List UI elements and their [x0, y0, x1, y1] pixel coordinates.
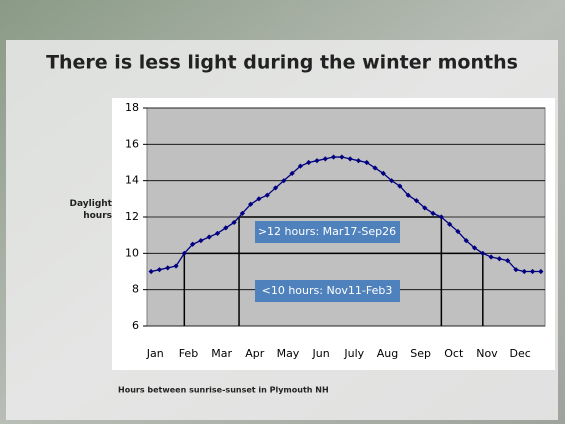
data-point: [347, 156, 353, 162]
data-point: [223, 225, 229, 231]
slide-title: There is less light during the winter mo…: [46, 52, 518, 74]
y-tick-label: 6: [132, 319, 139, 332]
data-point: [181, 250, 187, 256]
data-point: [206, 234, 212, 240]
x-tick-label: July: [343, 347, 364, 360]
data-point: [281, 178, 287, 184]
data-point: [529, 268, 536, 275]
annotation-text: >12 hours: Mar17-Sep26: [258, 225, 396, 238]
data-point: [389, 178, 395, 184]
data-point: [521, 268, 527, 275]
data-point: [231, 219, 237, 226]
x-tick-label: May: [277, 347, 300, 360]
data-point: [314, 158, 320, 164]
data-point: [430, 210, 436, 216]
data-point: [488, 254, 494, 260]
y-axis-label: Daylight hours: [69, 199, 112, 221]
data-point: [148, 268, 154, 275]
data-point: [248, 201, 254, 207]
data-point: [306, 159, 312, 166]
data-point: [297, 163, 303, 169]
data-point: [264, 192, 270, 198]
y-label-box: Daylight hours: [69, 199, 112, 221]
y-tick-label: 10: [125, 246, 139, 259]
x-tick-label: Jan: [146, 347, 164, 360]
data-point: [256, 196, 262, 202]
data-point: [239, 210, 245, 216]
data-point: [198, 238, 204, 244]
x-tick-label: Apr: [245, 347, 265, 360]
annotation-box: [255, 221, 400, 243]
data-point: [173, 263, 179, 269]
chart-caption: Hours between sunrise-sunset in Plymouth…: [118, 386, 329, 395]
data-point: [214, 230, 221, 236]
data-point: [339, 154, 345, 160]
x-tick-label: Oct: [444, 347, 464, 360]
y-tick-label: 16: [125, 137, 139, 150]
annotation-text: <10 hours: Nov11-Feb3: [262, 284, 393, 297]
data-point: [355, 158, 362, 164]
data-point: [513, 267, 519, 273]
data-point: [272, 185, 279, 191]
x-tick-label: Nov: [476, 347, 498, 360]
x-tick-label: Feb: [179, 347, 198, 360]
y-tick-label: 12: [125, 210, 139, 223]
x-tick-label: Aug: [377, 347, 398, 360]
data-point: [405, 192, 411, 198]
data-point: [190, 241, 196, 247]
data-point: [364, 159, 370, 166]
data-point: [496, 256, 502, 262]
data-point: [156, 267, 163, 273]
data-point: [422, 205, 428, 211]
data-point: [455, 228, 461, 235]
data-point: [330, 154, 337, 160]
x-tick-label: Dec: [509, 347, 530, 360]
data-point: [289, 170, 295, 176]
data-point: [413, 198, 420, 204]
x-tick-label: Sep: [410, 347, 431, 360]
data-point: [165, 265, 171, 271]
y-tick-label: 8: [132, 283, 139, 296]
y-tick-label: 14: [125, 174, 139, 187]
data-point: [447, 221, 453, 227]
data-point: [538, 268, 544, 275]
data-point: [372, 165, 378, 171]
data-point: [480, 250, 486, 256]
data-point: [438, 214, 444, 220]
annotation-box: [255, 280, 400, 302]
data-point: [322, 156, 328, 162]
data-point: [380, 170, 386, 176]
x-tick-label: Jun: [312, 347, 330, 360]
x-tick-label: Mar: [211, 347, 232, 360]
y-tick-label: 18: [125, 101, 139, 114]
data-point: [471, 245, 478, 251]
data-point: [505, 258, 511, 264]
data-point: [463, 238, 469, 244]
data-point: [397, 183, 403, 189]
